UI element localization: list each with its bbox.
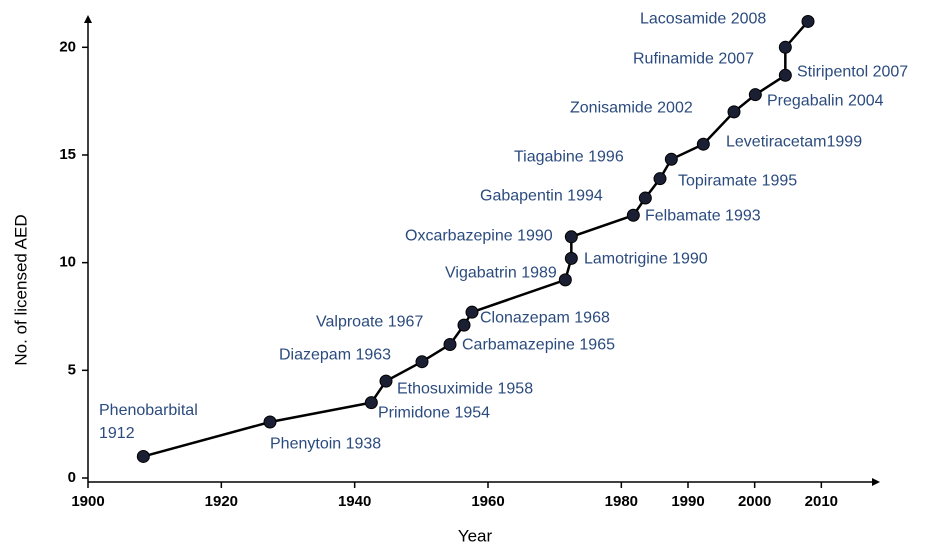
point [664,152,678,166]
point [778,68,792,82]
annotation: Lamotrigine 1990 [584,250,708,268]
point [626,208,640,222]
annotation: Pregabalin 2004 [767,92,884,110]
point [379,374,393,388]
point [364,396,378,410]
point [696,137,710,151]
annotation: Oxcarbazepine 1990 [405,227,553,245]
annotation: Zonisamide 2002 [570,99,693,117]
point [748,88,762,102]
annotation: Topiramate 1995 [678,172,798,190]
point [415,355,429,369]
x-tick-label: 1920 [205,493,238,510]
point [558,273,572,287]
point [564,230,578,244]
annotation: Tiagabine 1996 [514,148,624,166]
y-tick-label: 20 [59,38,76,55]
annotation: Diazepam 1963 [279,346,392,364]
x-tick-label: 2010 [805,493,838,510]
x-axis-arrow [872,478,880,486]
annotation: Primidone 1954 [378,404,491,422]
annotation: Rufinamide 2007 [633,50,754,68]
annotation: Valproate 1967 [316,313,424,331]
annotation: Gabapentin 1994 [480,187,603,205]
annotation: Stiripentol 2007 [797,63,909,81]
point [638,191,652,205]
point [465,305,479,319]
point [727,105,741,119]
annotation: Lacosamide 2008 [640,10,767,28]
x-tick-label: 1990 [671,493,704,510]
annotation: Clonazepam 1968 [480,309,610,327]
annotation: Felbamate 1993 [645,207,761,225]
x-axis-label: Year [458,526,493,545]
point [263,415,277,429]
point [136,449,150,463]
point [801,14,815,28]
point [457,318,471,332]
point [778,40,792,54]
x-tick-label: 2000 [738,493,771,510]
y-tick-label: 5 [68,361,76,378]
point [564,251,578,265]
y-tick-label: 0 [68,469,76,486]
annotation: Phenobarbital 1912 [99,402,198,442]
annotation: Vigabatrin 1989 [445,264,557,282]
y-axis-arrow [84,15,92,23]
x-tick-label: 1980 [605,493,638,510]
annotation: Phenytoin 1938 [270,435,382,453]
point [653,172,667,186]
annotation: Carbamazepine 1965 [462,336,615,354]
y-tick-label: 15 [59,146,76,163]
x-tick-label: 1900 [71,493,104,510]
annotation: Levetiracetam1999 [726,133,863,151]
point [443,337,457,351]
annotation: Ethosuximide 1958 [397,380,534,398]
x-tick-label: 1960 [471,493,504,510]
y-tick-label: 10 [59,254,76,271]
x-tick-label: 1940 [338,493,371,510]
y-axis-label: No. of licensed AED [11,214,30,365]
